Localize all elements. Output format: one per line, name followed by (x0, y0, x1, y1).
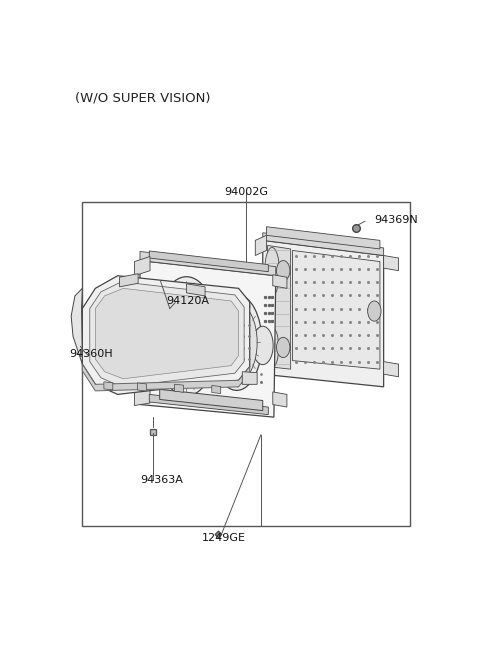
Polygon shape (140, 260, 276, 417)
Polygon shape (266, 227, 380, 249)
Text: 94363A: 94363A (140, 476, 183, 485)
Ellipse shape (172, 308, 202, 364)
Polygon shape (83, 364, 250, 391)
Polygon shape (149, 394, 268, 415)
Polygon shape (90, 282, 244, 387)
Polygon shape (137, 383, 146, 391)
Polygon shape (140, 251, 276, 276)
Polygon shape (104, 382, 113, 390)
Polygon shape (255, 236, 266, 255)
Polygon shape (263, 233, 384, 255)
Text: (W/O SUPER VISION): (W/O SUPER VISION) (75, 91, 210, 104)
Ellipse shape (265, 327, 279, 367)
Ellipse shape (155, 277, 218, 396)
Polygon shape (273, 392, 287, 407)
Polygon shape (149, 251, 268, 272)
Bar (83, 203, 409, 525)
Polygon shape (384, 255, 398, 271)
Text: 94360H: 94360H (69, 349, 113, 359)
Ellipse shape (276, 337, 290, 358)
Ellipse shape (368, 301, 381, 321)
Polygon shape (273, 275, 287, 289)
Ellipse shape (211, 295, 262, 390)
Polygon shape (255, 367, 266, 384)
Polygon shape (134, 387, 150, 405)
Ellipse shape (252, 326, 273, 365)
Polygon shape (263, 240, 384, 387)
Polygon shape (120, 274, 138, 287)
Polygon shape (83, 276, 250, 394)
Polygon shape (212, 386, 221, 394)
Polygon shape (292, 251, 380, 369)
Text: 94369N: 94369N (374, 215, 418, 225)
Ellipse shape (226, 321, 248, 363)
Text: 94120A: 94120A (166, 296, 209, 306)
Ellipse shape (276, 260, 290, 281)
Polygon shape (160, 390, 263, 411)
Text: 1249GE: 1249GE (202, 533, 245, 543)
Polygon shape (242, 372, 257, 384)
Polygon shape (186, 284, 205, 296)
Polygon shape (175, 384, 183, 392)
Polygon shape (96, 289, 239, 379)
Polygon shape (134, 256, 150, 276)
Polygon shape (71, 289, 83, 364)
Text: 94002G: 94002G (224, 188, 268, 197)
Ellipse shape (160, 287, 213, 386)
Ellipse shape (146, 318, 167, 358)
Polygon shape (384, 361, 398, 377)
Polygon shape (267, 245, 290, 369)
Ellipse shape (216, 303, 257, 382)
Ellipse shape (264, 247, 279, 296)
